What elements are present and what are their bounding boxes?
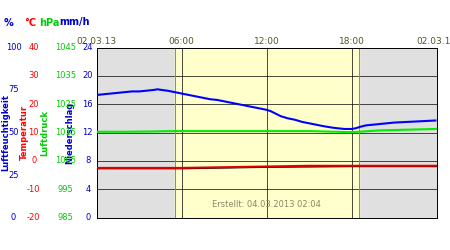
Text: 1005: 1005 bbox=[55, 156, 76, 165]
Text: 24: 24 bbox=[82, 43, 93, 52]
Text: mm/h: mm/h bbox=[59, 18, 90, 28]
Text: Temperatur: Temperatur bbox=[20, 105, 29, 160]
Text: %: % bbox=[4, 18, 14, 28]
Text: 1045: 1045 bbox=[55, 43, 76, 52]
Text: 20: 20 bbox=[28, 100, 39, 109]
Text: 1015: 1015 bbox=[55, 128, 76, 137]
Text: 16: 16 bbox=[82, 100, 93, 109]
Text: -10: -10 bbox=[27, 185, 40, 194]
Text: 4: 4 bbox=[85, 185, 90, 194]
Text: Niederschlag: Niederschlag bbox=[65, 102, 74, 164]
Text: -20: -20 bbox=[27, 213, 40, 222]
Text: 0: 0 bbox=[11, 213, 16, 222]
Text: 0: 0 bbox=[31, 156, 36, 165]
Text: 30: 30 bbox=[28, 71, 39, 80]
Text: °C: °C bbox=[25, 18, 36, 28]
Text: 12: 12 bbox=[82, 128, 93, 137]
Text: 20: 20 bbox=[82, 71, 93, 80]
Text: 995: 995 bbox=[58, 185, 73, 194]
Text: 1035: 1035 bbox=[55, 71, 76, 80]
Text: 50: 50 bbox=[8, 128, 19, 137]
Bar bbox=[175, 48, 359, 217]
Text: 10: 10 bbox=[28, 128, 39, 137]
Text: Luftfeuchtigkeit: Luftfeuchtigkeit bbox=[1, 94, 10, 171]
Text: Luftdruck: Luftdruck bbox=[40, 110, 50, 156]
Text: hPa: hPa bbox=[39, 18, 60, 28]
Text: 985: 985 bbox=[57, 213, 73, 222]
Text: Erstellt: 04.03.2013 02:04: Erstellt: 04.03.2013 02:04 bbox=[212, 200, 321, 209]
Text: 75: 75 bbox=[8, 86, 19, 94]
Text: 1025: 1025 bbox=[55, 100, 76, 109]
Text: 100: 100 bbox=[5, 43, 22, 52]
Text: 0: 0 bbox=[85, 213, 90, 222]
Text: 8: 8 bbox=[85, 156, 90, 165]
Text: 25: 25 bbox=[8, 170, 19, 179]
Text: 40: 40 bbox=[28, 43, 39, 52]
